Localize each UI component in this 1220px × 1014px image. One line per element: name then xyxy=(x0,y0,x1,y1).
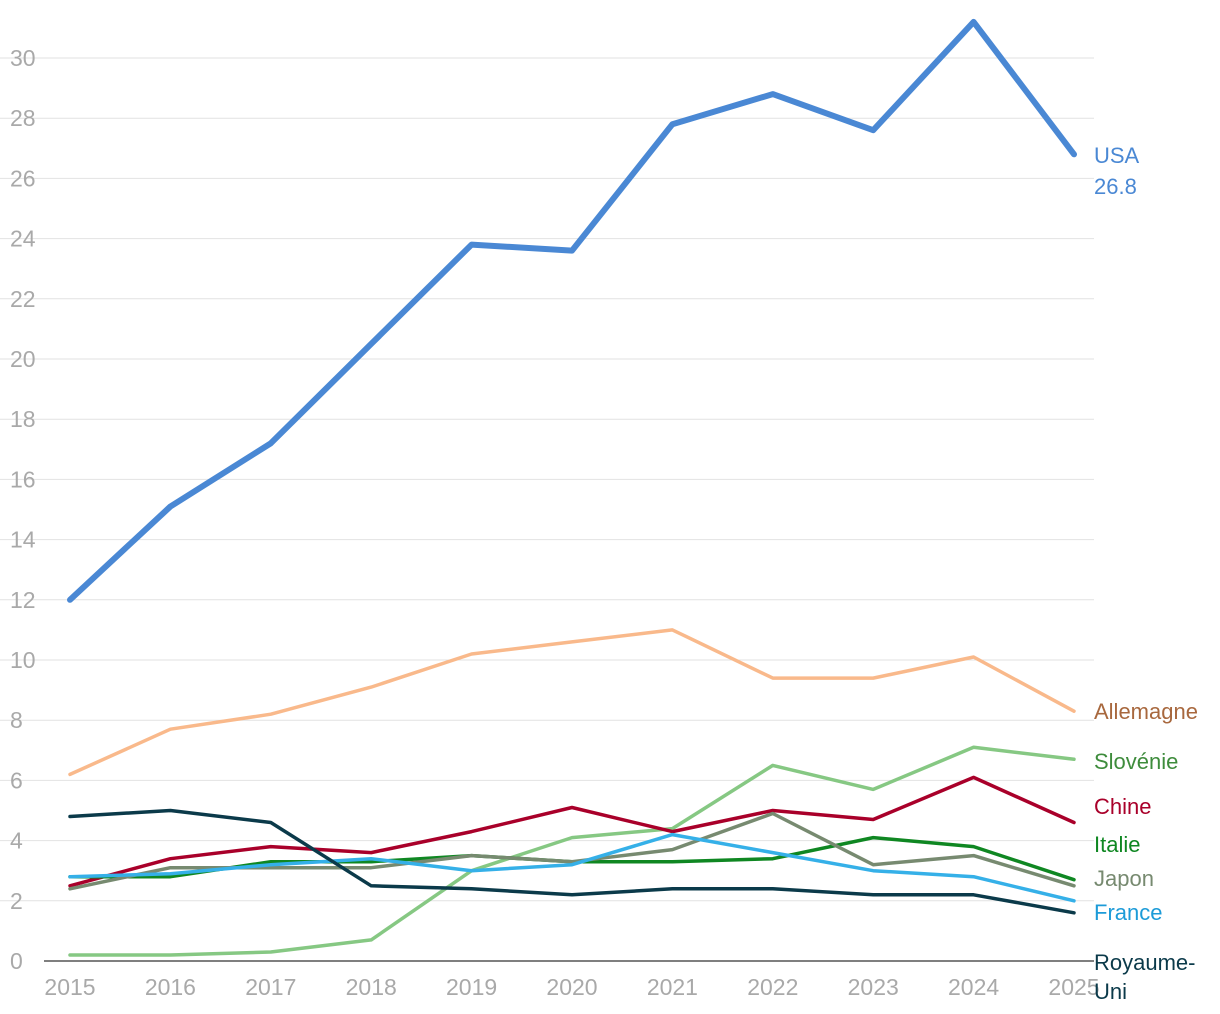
series-line-allemagne xyxy=(68,628,1076,777)
x-tick-label-2022: 2022 xyxy=(747,974,798,1000)
x-tick-label-2016: 2016 xyxy=(145,974,196,1000)
x-tick-label-2025: 2025 xyxy=(1048,974,1099,1000)
y-tick-label-30: 30 xyxy=(10,45,36,71)
y-tick-label-2: 2 xyxy=(10,888,23,914)
y-tick-label-18: 18 xyxy=(10,406,36,432)
series-value-label-usa: 26.8 xyxy=(1094,174,1137,199)
series-line-chine xyxy=(68,775,1076,888)
y-tick-label-20: 20 xyxy=(10,346,36,372)
series-label-royaume-uni-line1: Royaume- xyxy=(1094,950,1195,975)
x-tick-label-2018: 2018 xyxy=(346,974,397,1000)
x-tick-label-2017: 2017 xyxy=(245,974,296,1000)
y-tick-label-16: 16 xyxy=(10,466,36,492)
y-tick-label-10: 10 xyxy=(10,647,36,673)
series-label-usa: USA xyxy=(1094,143,1140,168)
y-tick-label-26: 26 xyxy=(10,165,36,191)
y-tick-label-0: 0 xyxy=(10,948,23,974)
y-tick-label-12: 12 xyxy=(10,587,36,613)
series-label-japon: Japon xyxy=(1094,866,1154,891)
y-tick-label-14: 14 xyxy=(10,527,36,553)
series-line-royaume-uni xyxy=(68,808,1076,915)
x-tick-label-2023: 2023 xyxy=(848,974,899,1000)
series-label-italie: Italie xyxy=(1094,832,1140,857)
series-lines xyxy=(67,18,1077,957)
series-label-france: France xyxy=(1094,900,1162,925)
series-line-slovenie xyxy=(68,745,1076,957)
x-tick-label-2019: 2019 xyxy=(446,974,497,1000)
series-label-chine: Chine xyxy=(1094,794,1151,819)
series-label-allemagne: Allemagne xyxy=(1094,699,1198,724)
y-tick-label-6: 6 xyxy=(10,767,23,793)
y-tick-label-22: 22 xyxy=(10,286,36,312)
series-label-royaume-uni-line2: Uni xyxy=(1094,979,1127,1004)
series-line-france xyxy=(68,832,1076,903)
y-tick-label-4: 4 xyxy=(10,828,23,854)
y-tick-label-28: 28 xyxy=(10,105,36,131)
x-tick-label-2021: 2021 xyxy=(647,974,698,1000)
y-tick-label-8: 8 xyxy=(10,707,23,733)
x-tick-label-2015: 2015 xyxy=(44,974,95,1000)
series-labels: USA 26.8 Allemagne Slovénie Chine Italie Japon… xyxy=(1094,143,1198,1004)
gridlines xyxy=(0,57,1094,902)
y-tick-label-24: 24 xyxy=(10,226,36,252)
series-line-usa xyxy=(67,18,1077,603)
x-tick-label-2020: 2020 xyxy=(546,974,597,1000)
x-tick-label-2024: 2024 xyxy=(948,974,999,1000)
x-axis-ticks: 2015 2016 2017 2018 2019 2020 2021 2022 2023 2024… xyxy=(44,974,1099,1000)
series-label-slovenie: Slovénie xyxy=(1094,749,1178,774)
